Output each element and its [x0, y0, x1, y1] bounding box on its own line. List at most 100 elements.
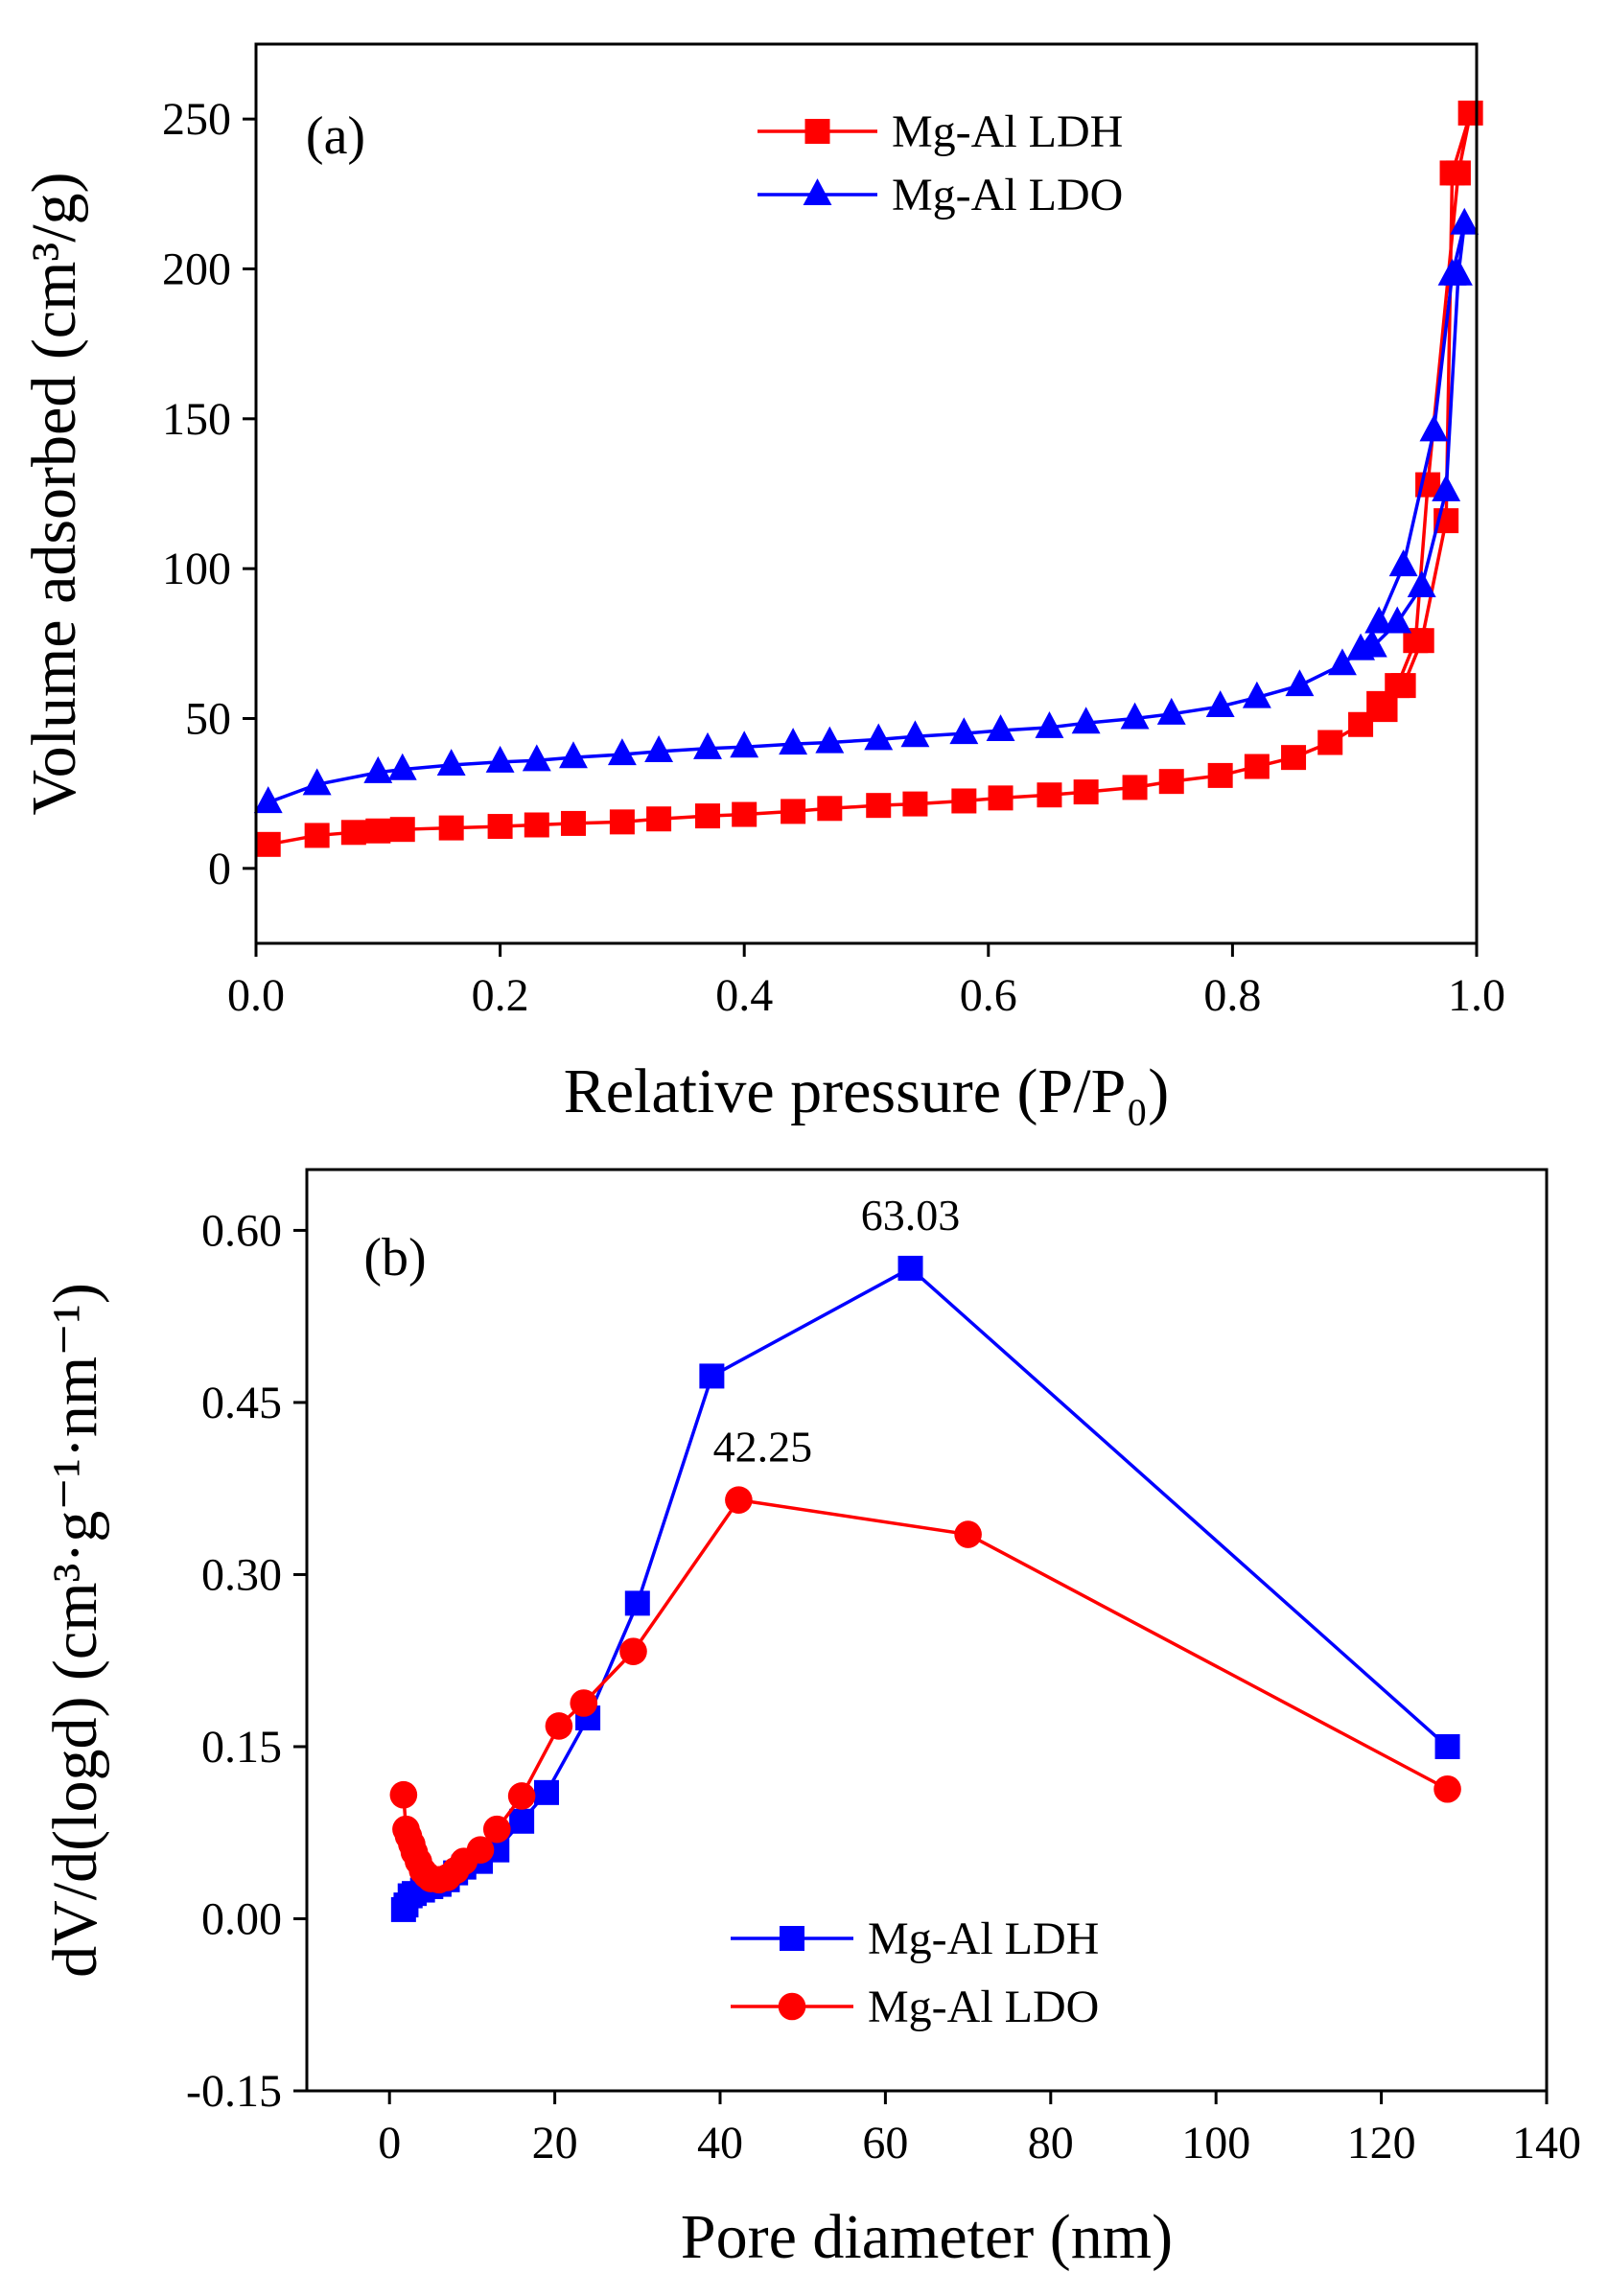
legend-label: Mg-Al LDO: [892, 170, 1123, 220]
circle-marker: [619, 1637, 647, 1665]
square-marker: [609, 809, 635, 835]
square-marker: [509, 1808, 535, 1834]
square-marker: [304, 823, 330, 848]
triangle-marker: [693, 731, 722, 759]
y-tick-label: 0.15: [201, 1722, 282, 1773]
series-mg-al-ldo: [389, 1486, 1461, 1894]
x-tick-label: 0.6: [960, 970, 1017, 1021]
triangle-marker: [607, 738, 637, 766]
square-marker: [1244, 754, 1270, 779]
triangle-marker: [815, 726, 845, 754]
circle-marker: [954, 1520, 982, 1548]
y-tick-label: 0.30: [201, 1549, 282, 1600]
square-marker: [1372, 697, 1398, 723]
square-marker: [524, 812, 549, 838]
triangle-marker: [253, 786, 283, 814]
triangle-marker: [1242, 681, 1271, 708]
y-tick-label: -0.15: [186, 2066, 282, 2117]
triangle-marker: [1071, 707, 1101, 734]
triangle-marker: [1156, 697, 1186, 725]
square-marker: [1281, 745, 1307, 771]
series-line: [268, 223, 1467, 804]
panel-b-pore-size-chart: 0 20 40 60 80 100 120 140 -0.15 0.00 0.15 0.30 0.45 0…: [40, 1168, 1581, 2272]
x-axis-label: Relative pressure (P/P₀): [564, 1056, 1170, 1126]
y-axis-label: Volume adsorbed (cm³/g): [19, 172, 89, 815]
square-marker: [695, 803, 721, 829]
series-mg-al-ldh: [255, 100, 1483, 857]
x-tick-label: 1.0: [1448, 970, 1505, 1021]
x-tick-label: 0.8: [1203, 970, 1261, 1021]
series-line: [268, 112, 1473, 847]
triangle-marker: [387, 753, 417, 780]
y-tick-label: 0: [208, 844, 231, 894]
square-marker: [560, 810, 586, 836]
x-tick-label: 40: [697, 2118, 743, 2168]
y-tick-label: 0.45: [201, 1378, 282, 1428]
y-tick-label: 0.60: [201, 1205, 282, 1256]
square-marker: [1439, 160, 1465, 186]
triangle-marker: [485, 745, 515, 773]
panel-label: (a): [306, 106, 365, 166]
square-marker: [533, 1779, 559, 1805]
x-tick-label: 20: [532, 2118, 578, 2168]
square-marker: [1158, 769, 1184, 795]
triangle-marker: [1450, 207, 1480, 235]
y-tick-label: 200: [162, 244, 231, 295]
legend: Mg-Al LDH Mg-Al LDO: [731, 1913, 1099, 2032]
square-marker: [804, 119, 830, 144]
x-axis-label: Pore diameter (nm): [681, 2202, 1173, 2272]
y-tick-label: 150: [162, 394, 231, 445]
square-marker: [1409, 628, 1434, 654]
legend-label: Mg-Al LDH: [892, 106, 1123, 157]
x-tick-label: 120: [1347, 2118, 1416, 2168]
y-axis-label: dV/d(logd) (cm³·g⁻¹·nm⁻¹): [40, 1283, 110, 1978]
square-marker: [1037, 782, 1062, 808]
square-marker: [646, 806, 672, 832]
series-mg-al-ldo: [253, 207, 1480, 814]
triangle-marker: [1443, 258, 1473, 286]
x-tick-label: 0.2: [472, 970, 529, 1021]
triangle-marker: [949, 717, 979, 745]
square-marker: [1207, 762, 1233, 788]
peak-annotation: 63.03: [861, 1191, 961, 1240]
plot-frame: [254, 42, 1479, 945]
peak-annotation: 42.25: [713, 1423, 813, 1472]
x-tick-label: 80: [1028, 2118, 1074, 2168]
square-marker: [817, 796, 843, 822]
triangle-marker: [436, 749, 466, 777]
triangle-marker: [1407, 570, 1436, 597]
triangle-marker: [1364, 606, 1394, 634]
triangle-marker: [779, 728, 808, 755]
square-marker: [897, 1255, 923, 1281]
square-marker: [1122, 775, 1148, 800]
y-tick-label: 0.00: [201, 1893, 282, 1944]
square-marker: [255, 831, 281, 857]
triangle-marker: [559, 741, 588, 769]
square-marker: [732, 801, 757, 827]
circle-marker: [1433, 1774, 1461, 1803]
triangle-marker: [1432, 474, 1461, 501]
square-marker: [951, 788, 977, 814]
square-marker: [365, 818, 391, 844]
triangle-marker: [1285, 669, 1315, 697]
x-tick-label: 60: [862, 2118, 908, 2168]
panel-label: (b): [363, 1228, 426, 1287]
x-tick-label: 140: [1512, 2118, 1581, 2168]
triangle-marker: [1419, 414, 1449, 442]
triangle-marker: [522, 744, 551, 772]
square-marker: [988, 785, 1014, 811]
circle-marker: [570, 1689, 598, 1717]
legend-label: Mg-Al LDO: [868, 1982, 1099, 2032]
triangle-marker: [363, 755, 393, 783]
square-marker: [781, 799, 806, 824]
square-marker: [1390, 673, 1416, 699]
circle-marker: [482, 1815, 511, 1844]
legend-label: Mg-Al LDH: [868, 1913, 1099, 1964]
square-marker: [780, 1926, 804, 1951]
circle-marker: [545, 1712, 573, 1740]
circle-marker: [389, 1780, 418, 1809]
square-marker: [1073, 779, 1099, 805]
panel-a-isotherm-chart: 0.0 0.2 0.4 0.6 0.8 1.0 0 50 100 150 200 250 Relativ…: [19, 42, 1505, 1126]
square-marker: [487, 814, 513, 840]
